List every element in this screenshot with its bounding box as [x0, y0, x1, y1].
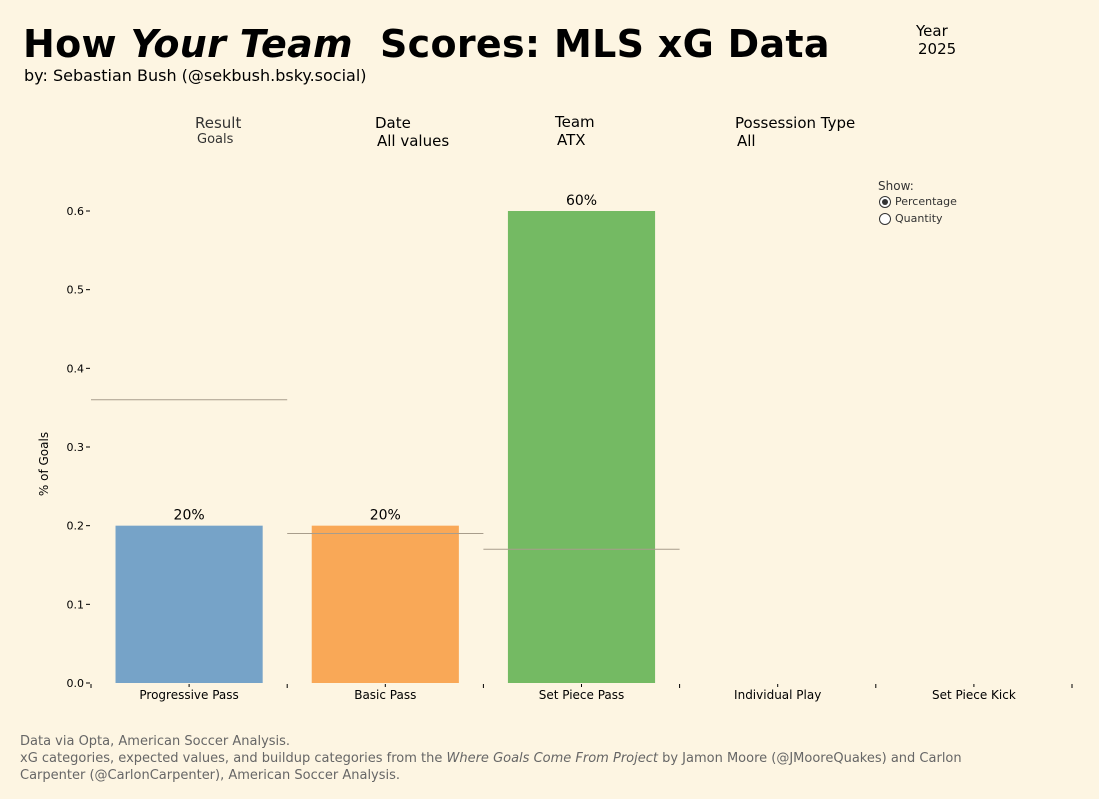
bar-1	[311, 525, 459, 683]
quantity-radio-indicator[interactable]	[879, 212, 891, 225]
result-filter-value[interactable]: Goals	[197, 132, 234, 147]
bar-0	[115, 525, 263, 683]
y-tick-label-3: 0.3	[67, 441, 85, 454]
bar-label-2: 60%	[566, 193, 597, 209]
y-tick-label-6: 0.6	[67, 205, 85, 218]
result-filter-label: Result	[195, 114, 242, 132]
team-filter-value[interactable]: ATX	[557, 131, 586, 149]
percentage-radio-label: Percentage	[895, 195, 957, 208]
x-tick-label-1: Basic Pass	[354, 688, 416, 702]
possession-filter-value[interactable]: All	[737, 132, 756, 150]
bar-chart: 0.0 0.1 0.2 0.3 0.4 0.5 0.6 % of Goals 20% Progre…	[37, 193, 1073, 702]
team-filter-label: Team	[555, 113, 595, 131]
title-part-2: Scores: MLS xG Data	[352, 22, 830, 66]
footer-credits: Data via Opta, American Soccer Analysis.…	[20, 733, 1000, 784]
date-filter-value[interactable]: All values	[377, 132, 450, 150]
percentage-radio-indicator[interactable]	[879, 195, 891, 208]
footer-line-2-post: by Jamon Moore (@JMooreQuakes) and Carlo…	[20, 751, 962, 783]
y-tick-label-5: 0.5	[67, 284, 85, 297]
quantity-radio[interactable]: Quantity	[879, 212, 943, 225]
byline: by: Sebastian Bush (@sekbush.bsky.social…	[24, 66, 367, 85]
x-tick-label-0: Progressive Pass	[139, 688, 238, 702]
title-part-1: How	[23, 22, 131, 66]
footer-project-name: Where Goals Come From Project	[446, 751, 658, 766]
result-filter[interactable]: Result Goals	[195, 114, 241, 147]
quantity-radio-label: Quantity	[895, 212, 943, 225]
bar-label-0: 20%	[174, 508, 205, 524]
footer-line-1: Data via Opta, American Soccer Analysis.	[20, 734, 291, 749]
page-title: How Your Team Scores: MLS xG Data	[23, 22, 830, 66]
title-italic: Your Team	[130, 22, 353, 66]
team-filter[interactable]: Team ATX	[555, 113, 595, 149]
date-filter[interactable]: Date All values	[375, 114, 449, 150]
y-axis-label: % of Goals	[37, 432, 51, 496]
year-filter-value[interactable]: 2025	[918, 40, 957, 58]
footer-line-2: xG categories, expected values, and buil…	[20, 750, 1000, 784]
y-tick-label-0: 0.0	[67, 677, 85, 690]
y-tick-label-1: 0.1	[67, 598, 85, 611]
bar-2	[507, 211, 656, 683]
x-tick-label-2: Set Piece Pass	[539, 688, 625, 702]
x-tick-label-3: Individual Play	[734, 688, 821, 702]
year-filter-label: Year	[916, 22, 948, 40]
date-filter-label: Date	[375, 114, 411, 132]
possession-filter[interactable]: Possession Type All	[735, 114, 855, 150]
possession-filter-label: Possession Type	[735, 114, 856, 132]
x-tick-label-4: Set Piece Kick	[932, 688, 1016, 702]
bar-label-1: 20%	[370, 508, 401, 524]
show-toggle-label: Show:	[878, 179, 914, 193]
footer-line-2-pre: xG categories, expected values, and buil…	[20, 751, 447, 766]
y-tick-label-4: 0.4	[67, 362, 85, 375]
y-tick-label-2: 0.2	[67, 520, 85, 533]
percentage-radio[interactable]: Percentage	[879, 195, 957, 208]
